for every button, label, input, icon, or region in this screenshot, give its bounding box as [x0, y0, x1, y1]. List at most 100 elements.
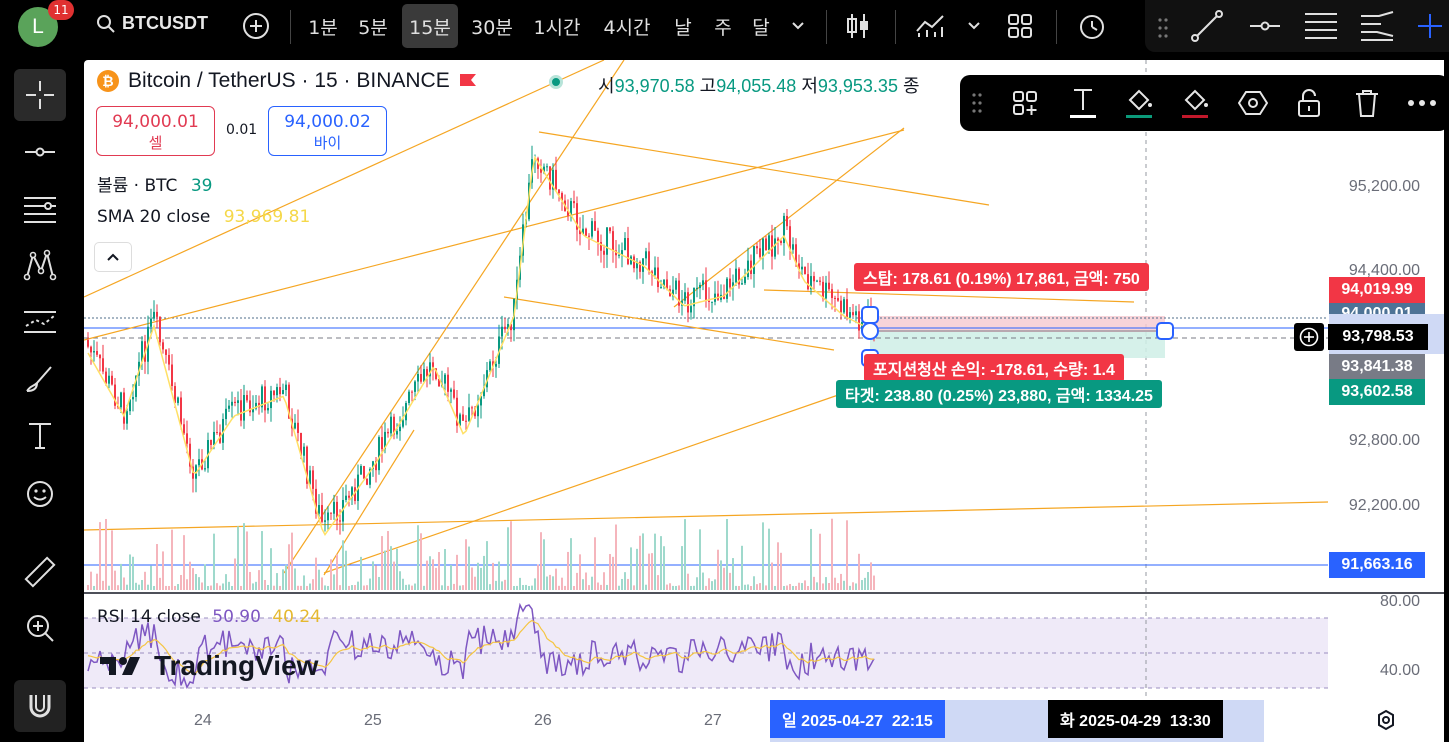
- low-label: 저: [801, 76, 818, 96]
- candle-body: [240, 400, 242, 421]
- sma-legend[interactable]: SMA 20 close 93,969.81: [97, 207, 310, 227]
- volume-bar: [714, 579, 716, 590]
- candle-body: [360, 466, 362, 475]
- trendline: [538, 131, 990, 206]
- crosshair-tool-mini[interactable]: [1415, 0, 1445, 52]
- volume-bar: [522, 585, 524, 590]
- lock-button[interactable]: [1286, 75, 1332, 131]
- entry-handle[interactable]: [861, 322, 879, 340]
- candle-body: [675, 280, 677, 290]
- add-order-button[interactable]: [1294, 323, 1324, 351]
- sell-button[interactable]: 94,000.01 셀: [96, 106, 215, 156]
- template-button[interactable]: [1002, 75, 1048, 131]
- timeframe-30m[interactable]: 30분: [471, 16, 513, 39]
- candle-body: [102, 358, 104, 372]
- stop-handle[interactable]: [861, 306, 879, 324]
- candle-body: [600, 242, 602, 251]
- add-symbol-button[interactable]: [238, 0, 274, 52]
- price-chart-svg[interactable]: [84, 60, 1444, 742]
- target-zone[interactable]: [870, 332, 1165, 358]
- fib-tool[interactable]: [1299, 0, 1343, 52]
- fill-color-button[interactable]: [1116, 75, 1162, 131]
- alert-button[interactable]: [1070, 0, 1114, 52]
- indicators-button[interactable]: [908, 0, 952, 52]
- zoom-tool[interactable]: [14, 602, 66, 654]
- chart-type-button[interactable]: [838, 0, 878, 52]
- pattern-tool[interactable]: [14, 240, 66, 292]
- timeframe-1h[interactable]: 1시간: [533, 16, 581, 39]
- volume-bar: [246, 531, 248, 590]
- volume-bar: [378, 576, 380, 590]
- timeframe-5m[interactable]: 5분: [358, 16, 388, 39]
- candle-body: [96, 351, 98, 355]
- chart-pane[interactable]: ₿ Bitcoin / TetherUS · 15 · BINANCE 시93,…: [84, 60, 1444, 742]
- text-color-button[interactable]: [1060, 75, 1106, 131]
- candle-body: [624, 238, 626, 251]
- brush-tool[interactable]: [14, 354, 66, 406]
- fib-tool-left[interactable]: [14, 184, 66, 236]
- chart-legend-title[interactable]: ₿ Bitcoin / TetherUS · 15 · BINANCE: [96, 69, 478, 93]
- volume-bar: [579, 554, 581, 590]
- candle-body: [765, 238, 767, 251]
- timeframe-4h[interactable]: 4시간: [603, 16, 651, 39]
- timeframe-dropdown[interactable]: [786, 0, 810, 52]
- market-status-dot[interactable]: [549, 75, 563, 89]
- measure-tool[interactable]: [14, 546, 66, 598]
- stop-label[interactable]: 스탑: 178.61 (0.19%) 17,861, 금액: 750: [854, 263, 1149, 291]
- volume-bar: [603, 572, 605, 590]
- width-handle[interactable]: [1156, 322, 1174, 340]
- rsi-legend[interactable]: RSI 14 close 50.90 40.24: [97, 607, 321, 627]
- horizontal-ray-tool[interactable]: [14, 126, 66, 178]
- candle-body: [768, 235, 770, 251]
- more-button[interactable]: [1400, 75, 1444, 131]
- volume-legend[interactable]: 볼륨 · BTC 39: [97, 171, 212, 196]
- delete-button[interactable]: [1344, 75, 1390, 131]
- target-label[interactable]: 타겟: 238.80 (0.25%) 23,880, 금액: 1334.25: [836, 380, 1162, 408]
- prediction-tool[interactable]: [14, 296, 66, 348]
- trendlines[interactable]: [84, 60, 1329, 576]
- timeframe-15m[interactable]: 15분: [402, 4, 458, 48]
- buy-button[interactable]: 94,000.02 바이: [268, 106, 387, 156]
- pitchfork-tool[interactable]: [1355, 0, 1399, 52]
- candle-body: [333, 501, 335, 514]
- collapse-legend-button[interactable]: [94, 242, 132, 272]
- tradingview-watermark[interactable]: TradingView: [100, 650, 318, 682]
- volume-bar: [342, 540, 344, 590]
- symbol-search[interactable]: BTCUSDT: [96, 13, 208, 34]
- candle-body: [426, 369, 428, 377]
- flag-icon[interactable]: [458, 72, 478, 90]
- divider: [1056, 10, 1057, 44]
- volume-bar: [765, 585, 767, 590]
- timeframe-week[interactable]: 주: [714, 16, 732, 39]
- volume-value: 39: [190, 176, 213, 196]
- pnl-label[interactable]: 포지션청산 손익: -178.61, 수량: 1.4: [864, 354, 1124, 382]
- candle-body: [387, 431, 389, 434]
- candle-body: [327, 512, 329, 521]
- magnet-tool[interactable]: [14, 680, 66, 732]
- volume-bar: [624, 572, 626, 590]
- candle-body: [168, 354, 170, 365]
- candle-body: [108, 375, 110, 384]
- volume-bar: [234, 558, 236, 590]
- timeframe-day[interactable]: 날: [674, 16, 692, 39]
- candle-body: [750, 260, 752, 274]
- volume-bar: [402, 578, 404, 590]
- timeframe-1m[interactable]: 1분: [308, 16, 338, 39]
- crosshair-tool[interactable]: [14, 69, 66, 121]
- trendline-tool[interactable]: [1185, 0, 1229, 52]
- stop-fill-color-button[interactable]: [1172, 75, 1218, 131]
- horizontal-line-tool[interactable]: [1243, 0, 1287, 52]
- drag-handle-icon[interactable]: [966, 75, 988, 131]
- volume-bar: [723, 567, 725, 590]
- timeframe-month[interactable]: 달: [752, 16, 770, 39]
- settings-button[interactable]: [1230, 75, 1276, 131]
- candle-body: [684, 292, 686, 301]
- chart-settings-button[interactable]: [1374, 708, 1398, 732]
- layout-button[interactable]: [1000, 0, 1040, 52]
- emoji-tool[interactable]: [14, 468, 66, 520]
- spread-value: 0.01: [226, 122, 258, 138]
- time-axis-label: 25: [364, 712, 382, 729]
- text-tool[interactable]: [14, 410, 66, 462]
- indicators-dropdown[interactable]: [962, 0, 986, 52]
- drag-handle-icon[interactable]: [1153, 0, 1173, 56]
